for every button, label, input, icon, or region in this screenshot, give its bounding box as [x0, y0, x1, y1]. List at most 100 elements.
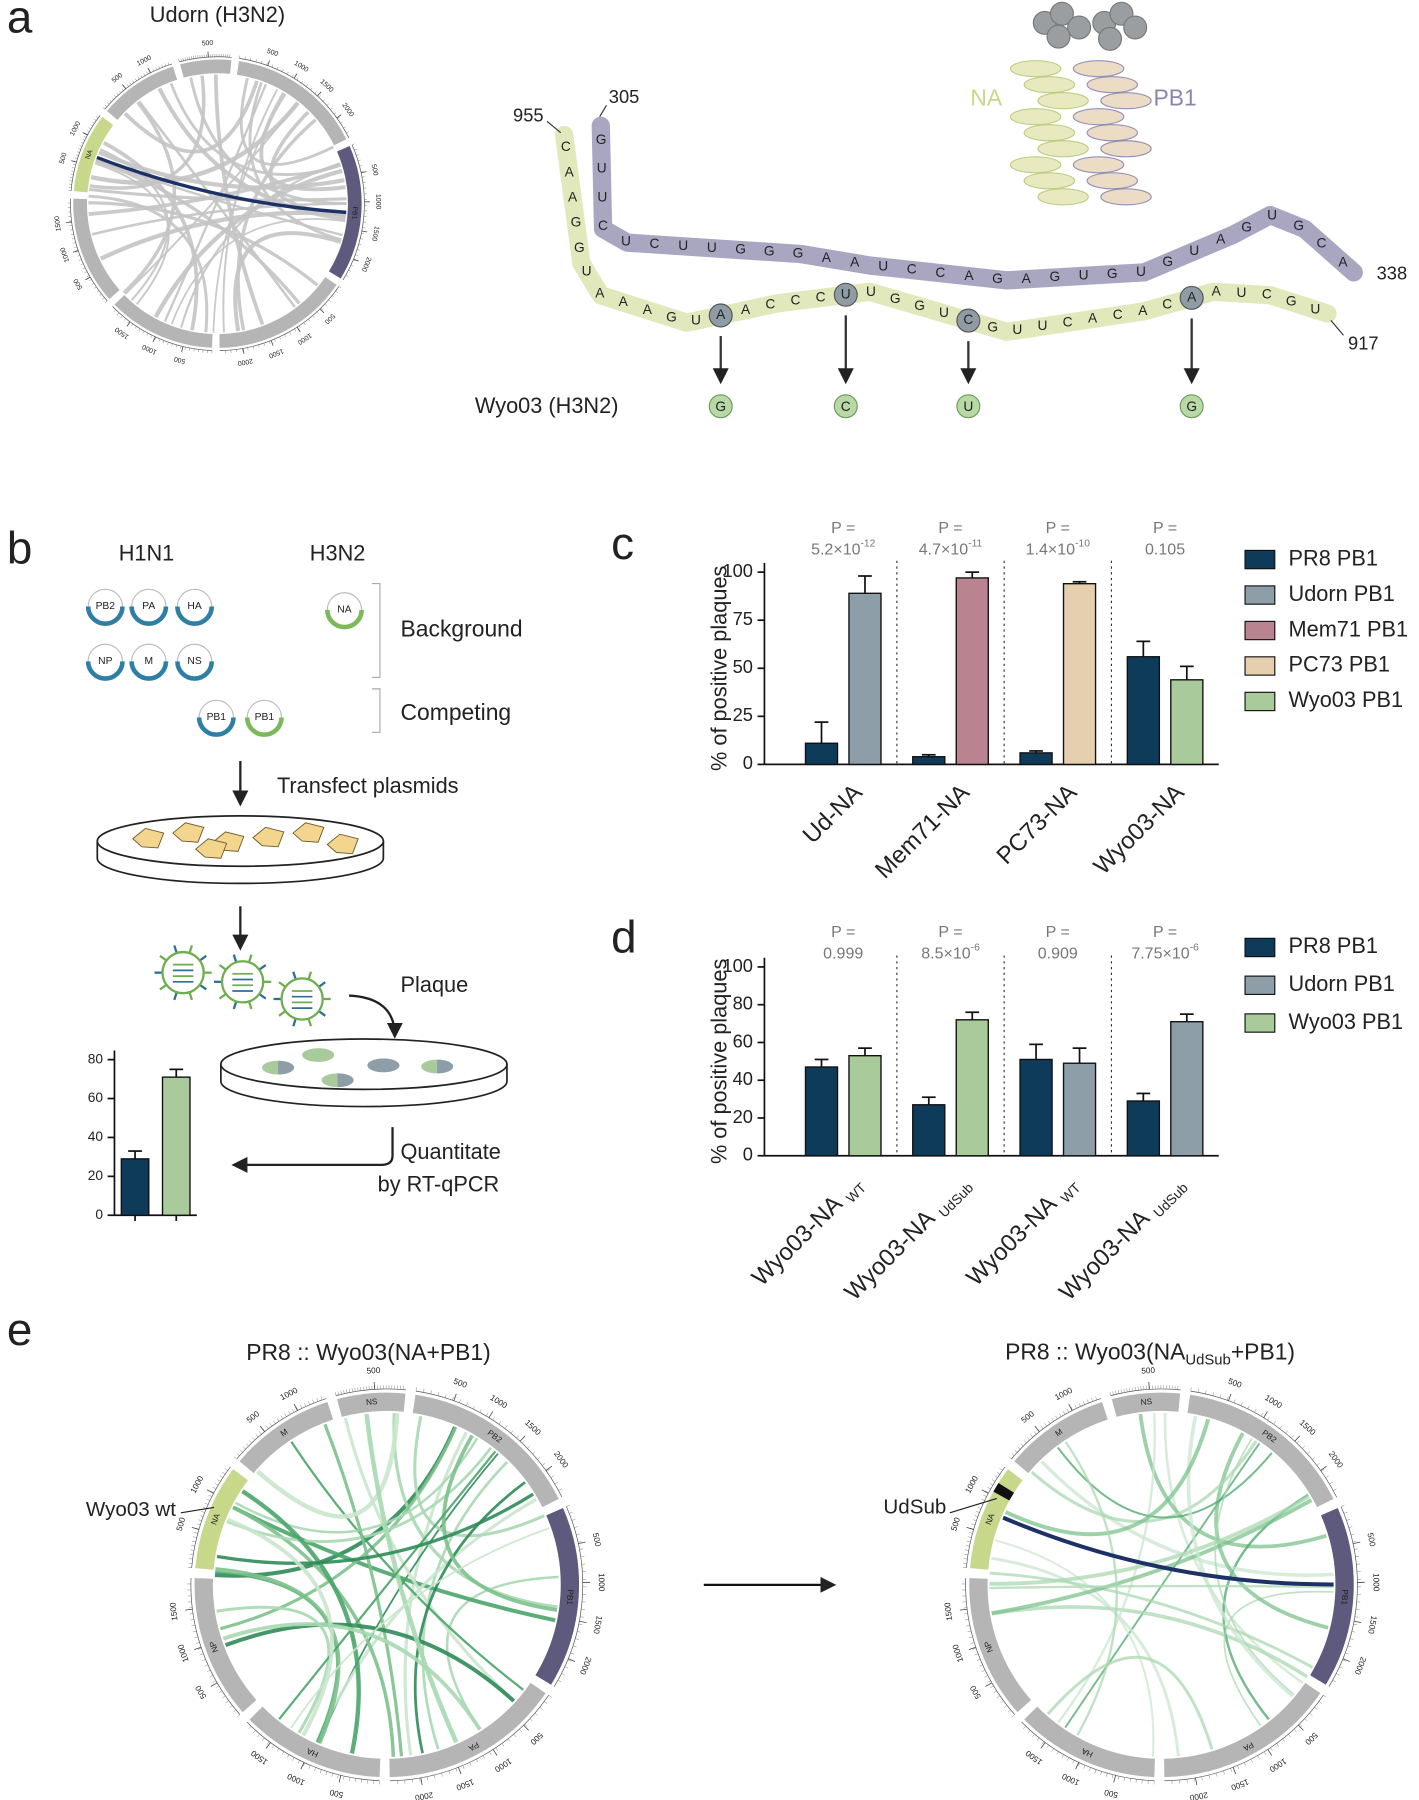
bar — [1062, 583, 1097, 766]
chord — [392, 1412, 558, 1609]
minor-tick — [492, 1416, 495, 1421]
minor-tick — [541, 1463, 546, 1466]
pb1-helix — [1086, 76, 1139, 94]
minor-tick — [258, 1431, 262, 1435]
minor-tick — [486, 1412, 489, 1417]
minor-tick — [1011, 1453, 1015, 1456]
circos-segment — [114, 294, 213, 348]
minor-tick — [1197, 1388, 1200, 1393]
minor-tick — [1247, 1405, 1250, 1410]
na-helix — [1009, 60, 1062, 78]
minor-tick — [972, 1647, 977, 1650]
segment-tick — [523, 1724, 529, 1731]
legend-swatch — [1244, 549, 1276, 570]
minor-tick — [476, 1759, 479, 1763]
minor-tick — [77, 255, 80, 257]
segment-tick-label: 2000 — [1189, 1790, 1209, 1800]
minor-tick — [981, 1669, 986, 1672]
segment-tick — [210, 1682, 218, 1687]
substitution: U — [963, 399, 973, 414]
minor-tick — [1117, 1390, 1120, 1394]
minor-tick — [516, 1435, 520, 1439]
minor-tick — [994, 1475, 998, 1478]
step-arrow — [348, 994, 403, 1039]
minor-tick — [105, 300, 108, 303]
minor-tick — [974, 1515, 978, 1517]
minor-tick — [965, 1545, 970, 1547]
bar — [1019, 752, 1053, 766]
p-exponent: -12 — [861, 538, 876, 549]
minor-tick — [74, 157, 78, 159]
segment-scale — [342, 144, 365, 281]
minor-tick — [102, 107, 106, 110]
minor-tick — [1314, 1707, 1318, 1710]
minor-tick — [161, 64, 163, 68]
nucleotide: A — [964, 268, 974, 283]
minor-tick — [340, 1390, 342, 1395]
minor-tick — [571, 1519, 576, 1521]
chord — [441, 1434, 558, 1612]
minor-tick — [1078, 1403, 1081, 1407]
minor-tick — [288, 1411, 291, 1415]
minor-tick — [1323, 1695, 1327, 1698]
chord — [216, 1605, 331, 1734]
minor-tick — [1336, 1673, 1340, 1676]
nucleotide: C — [790, 293, 800, 308]
plasmid-label: HA — [187, 601, 201, 612]
segment-tick — [579, 1620, 587, 1624]
minor-tick — [334, 1392, 337, 1396]
leader — [1330, 320, 1344, 336]
p-value: 7.75×10-6 — [1131, 942, 1199, 962]
p-label: P = — [938, 519, 962, 537]
minor-tick — [1056, 1751, 1059, 1755]
nucleotide: A — [741, 302, 751, 317]
minor-tick — [507, 1738, 511, 1742]
segment-scale — [1328, 1506, 1358, 1687]
minor-tick — [967, 1536, 972, 1538]
minor-tick — [1023, 1726, 1026, 1729]
minor-tick — [207, 1669, 211, 1672]
p-exponent: -6 — [1190, 942, 1199, 953]
minor-tick — [196, 1523, 201, 1526]
segment-tick — [1353, 1620, 1362, 1624]
minor-tick — [346, 131, 349, 134]
minor-tick — [258, 344, 260, 348]
segment-tick-label: 1000 — [136, 54, 153, 67]
circos-segment — [412, 1394, 559, 1508]
substitution-site — [833, 394, 858, 419]
virus-spike — [278, 981, 287, 988]
minor-tick — [357, 249, 360, 251]
chord — [88, 162, 342, 216]
na-helix — [1023, 124, 1076, 142]
circos-segment — [106, 66, 178, 120]
segment-tick-label: 2000 — [578, 1656, 593, 1677]
minor-tick — [360, 238, 363, 240]
segment-tick — [1113, 1775, 1116, 1783]
minor-tick — [554, 1482, 559, 1485]
segment-tick — [361, 171, 367, 174]
virus-spike — [258, 964, 267, 971]
legend-label: PC73 PB1 — [1289, 652, 1391, 677]
nucleotide: C — [963, 312, 973, 327]
minor-tick — [1032, 1733, 1035, 1738]
leader — [546, 120, 562, 134]
minor-tick — [991, 1479, 996, 1482]
nucleotide: G — [571, 215, 582, 230]
minor-tick — [338, 286, 342, 289]
pb1-helix — [1086, 172, 1139, 190]
segment-tick-label: 2000 — [340, 102, 355, 119]
chord — [991, 1498, 1313, 1616]
bar — [120, 1158, 150, 1216]
y-axis-title: % of positive plaques — [707, 959, 732, 1165]
minor-tick — [1087, 1399, 1089, 1404]
chord — [137, 100, 296, 308]
minor-tick — [1041, 1741, 1045, 1745]
bar — [804, 1066, 839, 1157]
minor-tick — [93, 118, 97, 121]
minor-tick — [445, 1394, 447, 1398]
minor-tick — [218, 1690, 223, 1694]
minor-tick — [1348, 1526, 1353, 1528]
segment-tick-label: 500 — [1141, 1366, 1156, 1376]
minor-tick — [291, 74, 294, 78]
segment-scale — [70, 198, 108, 302]
